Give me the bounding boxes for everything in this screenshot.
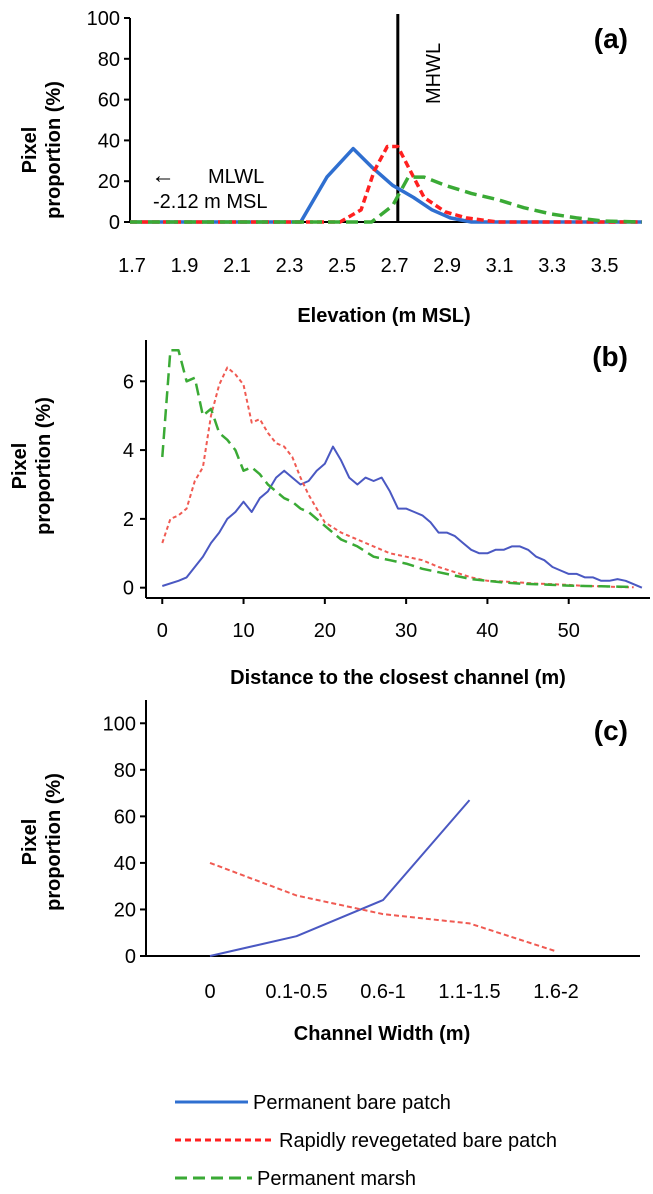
panel-b-series-rapidly-revegetated-bare-patch xyxy=(161,366,634,589)
panel-a-ylabel-line2: proportion (%) xyxy=(43,81,65,219)
panel-b-ytick-label: 4 xyxy=(123,440,134,462)
panel-c-channel-width-chart: Pixel proportion (%) Channel Width (m) (… xyxy=(19,700,640,1045)
panel-a-xtick-label: 3.1 xyxy=(486,255,514,277)
panel-a-series-rapidly-revegetated-bare-patch xyxy=(130,144,642,224)
panel-a-xtick-label: 2.1 xyxy=(223,255,251,277)
panel-b-series-permanent-marsh xyxy=(161,349,634,589)
panel-c-ytick-label: 0 xyxy=(125,946,136,968)
panel-a-xtick-label: 3.5 xyxy=(591,255,619,277)
panel-a-series-permanent-bare-patch xyxy=(130,146,642,224)
panel-b-xlabel: Distance to the closest channel (m) xyxy=(230,667,566,689)
panel-c-xtick-label: 0.1-0.5 xyxy=(265,981,327,1003)
panel-a-label: (a) xyxy=(594,23,628,54)
panel-a-ytick-label: 0 xyxy=(109,212,120,234)
panel-a-xtick-label: 1.7 xyxy=(118,255,146,277)
panel-b-ylabel-line2: proportion (%) xyxy=(33,397,55,535)
panel-c-ytick-label: 100 xyxy=(103,713,136,735)
panel-a-ytick-label: 20 xyxy=(98,171,120,193)
panel-c-xlabel: Channel Width (m) xyxy=(294,1023,470,1045)
panel-b-ytick-label: 6 xyxy=(123,371,134,393)
panel-a-xtick-label: 3.3 xyxy=(538,255,566,277)
legend-label-permanent-bare-patch: Permanent bare patch xyxy=(253,1092,451,1114)
panel-a-xlabel: Elevation (m MSL) xyxy=(297,305,470,327)
legend-label-rapidly-revegetated: Rapidly revegetated bare patch xyxy=(279,1130,557,1152)
panel-a-ytick-label: 40 xyxy=(98,130,120,152)
panel-a-elevation-chart: Pixel proportion (%) Elevation (m MSL) (… xyxy=(19,8,643,327)
panel-b-series-permanent-bare-patch xyxy=(161,445,643,589)
panel-b-label: (b) xyxy=(592,341,628,372)
panel-a-ylabel-line1: Pixel xyxy=(19,127,41,174)
panel-b-xtick-label: 0 xyxy=(157,620,168,642)
legend-label-permanent-marsh: Permanent marsh xyxy=(257,1168,416,1190)
panel-b-ytick-label: 0 xyxy=(123,578,134,600)
panel-a-xtick-label: 2.5 xyxy=(328,255,356,277)
panel-a-xtick-label: 2.7 xyxy=(381,255,409,277)
mlwl-arrow: ← xyxy=(151,162,175,189)
panel-c-label: (c) xyxy=(594,715,628,746)
panel-b-ytick-label: 2 xyxy=(123,509,134,531)
panel-b-xtick-label: 10 xyxy=(232,620,254,642)
panel-b-xtick-label: 20 xyxy=(314,620,336,642)
panel-c-ytick-label: 60 xyxy=(114,806,136,828)
panel-c-series-permanent-bare-patch xyxy=(209,799,471,957)
panel-c-ytick-label: 20 xyxy=(114,899,136,921)
panel-c-xtick-label: 1.1-1.5 xyxy=(438,981,500,1003)
panel-c-ytick-label: 40 xyxy=(114,853,136,875)
panel-a-xtick-label: 1.9 xyxy=(171,255,199,277)
panel-c-ylabel-line2: proportion (%) xyxy=(43,773,65,911)
panel-b-xtick-label: 50 xyxy=(558,620,580,642)
panel-a-ytick-label: 80 xyxy=(98,49,120,71)
panel-c-xtick-label: 0 xyxy=(204,981,215,1003)
mlwl-label: MLWL xyxy=(208,166,264,188)
mlwl-value: -2.12 m MSL xyxy=(153,191,267,213)
panel-c-ylabel-line1: Pixel xyxy=(19,819,41,866)
panel-c-xtick-label: 0.6-1 xyxy=(360,981,406,1003)
panel-b-xtick-label: 30 xyxy=(395,620,417,642)
panel-c-xtick-label: 1.6-2 xyxy=(533,981,579,1003)
panel-a-series-permanent-marsh xyxy=(130,175,643,224)
panel-c-series-rapidly-revegetated-bare-patch xyxy=(209,861,557,953)
panel-a-xtick-label: 2.9 xyxy=(433,255,461,277)
mhwl-label: MHWL xyxy=(423,43,445,104)
legend: Permanent bare patch Rapidly revegetated… xyxy=(175,1092,557,1190)
panel-b-ylabel-line1: Pixel xyxy=(9,443,31,490)
panel-a-ytick-label: 60 xyxy=(98,90,120,112)
panel-b-xtick-label: 40 xyxy=(476,620,498,642)
panel-a-xtick-label: 2.3 xyxy=(276,255,304,277)
panel-a-ytick-label: 100 xyxy=(87,8,120,30)
panel-c-ytick-label: 80 xyxy=(114,760,136,782)
panel-b-distance-chart: Pixel proportion (%) Distance to the clo… xyxy=(9,340,650,689)
